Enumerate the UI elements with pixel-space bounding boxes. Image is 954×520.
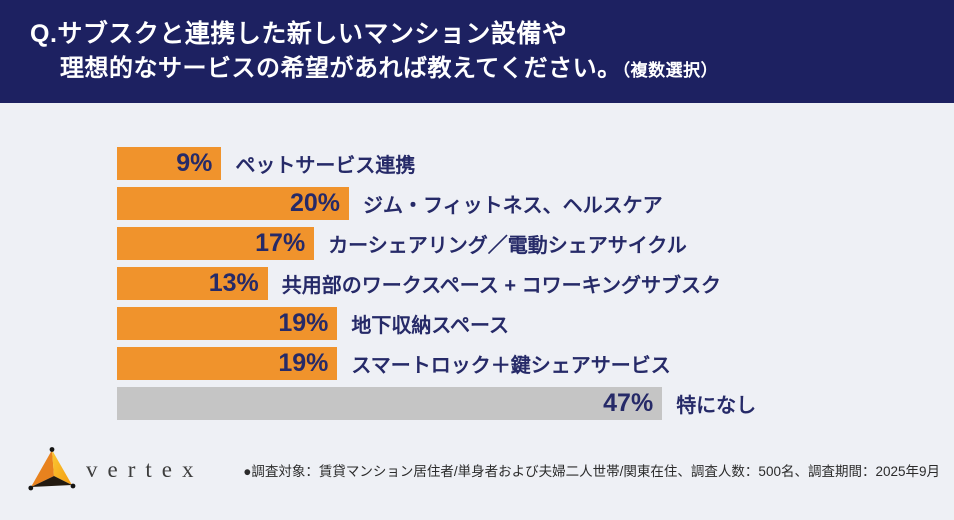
question-header: Q.サブスクと連携した新しいマンション設備や 理想的なサービスの希望があれば教え… xyxy=(0,0,954,103)
bar: 19% xyxy=(117,307,338,340)
vertex-logo: vertex xyxy=(28,446,203,494)
bar-value-label: 47% xyxy=(603,389,654,417)
bar-chart: 9% ペットサービス連携 20% ジム・フィットネス、ヘルスケア 17% カーシ… xyxy=(117,147,756,427)
question-line2-text: 理想的なサービスの希望があれば教えてください。 xyxy=(60,55,622,83)
bar-category-label: 共用部のワークスペース + コワーキングサブスク xyxy=(281,275,721,297)
chart-row: 13% 共用部のワークスペース + コワーキングサブスク xyxy=(117,267,756,300)
vertex-logo-text: vertex xyxy=(86,457,204,482)
bar-value-label: 17% xyxy=(255,229,306,257)
question-line1: Q.サブスクと連携した新しいマンション設備や xyxy=(30,20,568,48)
bar-value-label: 9% xyxy=(176,149,213,177)
bar-category-label: ペットサービス連携 xyxy=(235,155,416,177)
vertex-triangle-icon xyxy=(28,447,76,491)
chart-row: 19% スマートロック＋鍵シェアサービス xyxy=(117,347,756,380)
bar: 17% xyxy=(117,227,315,260)
footer: vertex ●調査対象：賃貸マンション居住者/単身者および夫婦二人世帯/関東在… xyxy=(28,446,940,494)
bar-category-label: 地下収納スペース xyxy=(351,315,509,337)
bar-category-label: ジム・フィットネス、ヘルスケア xyxy=(363,195,663,217)
bar: 9% xyxy=(117,147,222,180)
survey-note: ●調査対象：賃貸マンション居住者/単身者および夫婦二人世帯/関東在住、調査人数：… xyxy=(243,464,940,479)
chart-row: 9% ペットサービス連携 xyxy=(117,147,756,180)
chart-row: 17% カーシェアリング／電動シェアサイクル xyxy=(117,227,756,260)
bar-category-label: 特になし xyxy=(676,395,757,417)
bar-value-label: 19% xyxy=(278,309,329,337)
bar-category-label: スマートロック＋鍵シェアサービス xyxy=(351,355,671,377)
bar: 19% xyxy=(117,347,338,380)
bar: 47% xyxy=(117,387,663,420)
multi-select-note: （複数選択） xyxy=(621,61,719,81)
chart-row: 19% 地下収納スペース xyxy=(117,307,756,340)
bar-value-label: 13% xyxy=(208,269,259,297)
bar: 13% xyxy=(117,267,268,300)
bar-value-label: 19% xyxy=(278,349,329,377)
bar-value-label: 20% xyxy=(289,189,340,217)
bar-category-label: カーシェアリング／電動シェアサイクル xyxy=(328,235,687,257)
bar: 20% xyxy=(117,187,349,220)
chart-row: 47% 特になし xyxy=(117,387,756,420)
chart-row: 20% ジム・フィットネス、ヘルスケア xyxy=(117,187,756,220)
question-line2: 理想的なサービスの希望があれば教えてください。（複数選択） xyxy=(30,52,934,86)
